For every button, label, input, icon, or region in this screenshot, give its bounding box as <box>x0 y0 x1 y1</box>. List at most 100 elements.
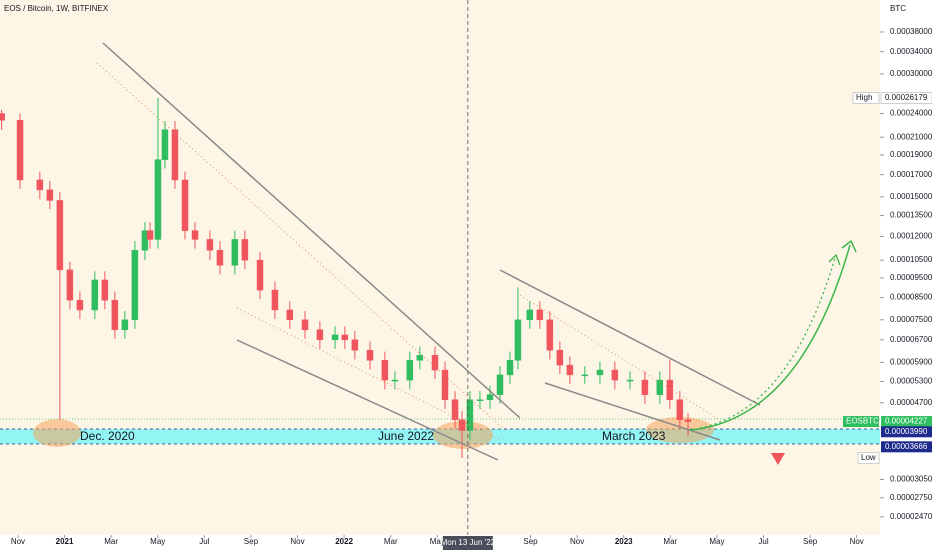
candle-body <box>76 299 84 311</box>
y-tick-label: 0.00006700 <box>890 335 932 344</box>
annotation: Dec. 2020 <box>80 429 135 443</box>
candle-body <box>536 309 544 321</box>
annotation: March 2023 <box>602 429 666 443</box>
candle-body <box>684 419 692 422</box>
trendline <box>102 42 521 419</box>
x-tick-label: Jul <box>199 537 209 546</box>
price-tag-name: Low <box>861 453 876 462</box>
cup-highlight <box>646 417 714 443</box>
candle-body <box>486 394 494 400</box>
candle-body <box>101 279 109 301</box>
price-tag-name: EOSBTC <box>846 417 879 426</box>
candle-body <box>546 319 554 351</box>
candle-body <box>301 319 309 331</box>
x-tick-label: Nov <box>11 537 25 546</box>
candle-body <box>556 349 564 366</box>
y-tick-label: 0.00009500 <box>890 273 932 282</box>
x-tick-label: Nov <box>850 537 864 546</box>
candle-body <box>431 355 439 371</box>
candle-body <box>626 379 634 382</box>
candle-body <box>0 113 5 121</box>
x-tick-label: May <box>430 537 445 546</box>
candle-body <box>256 259 264 291</box>
candle-body <box>231 239 239 266</box>
y-tick-label: 0.00024000 <box>890 109 932 118</box>
candle-body <box>406 360 414 381</box>
candle-body <box>206 239 214 251</box>
y-tick-label: 0.00012000 <box>890 232 932 241</box>
arrow-head <box>841 239 857 253</box>
x-tick-label: May <box>709 537 724 546</box>
candle-body <box>666 379 674 400</box>
candle-body <box>111 299 119 331</box>
price-tag <box>881 416 932 428</box>
x-tick-label: 2021 <box>56 537 74 546</box>
candle-body <box>526 309 534 321</box>
y-tick-label: 0.00013500 <box>890 211 932 220</box>
candle-body <box>171 129 179 181</box>
candle-body <box>641 379 649 395</box>
candle-body <box>286 309 294 321</box>
y-tick-label: 0.00010500 <box>890 255 932 264</box>
x-tick-label: May <box>150 537 165 546</box>
time-axis <box>0 535 880 550</box>
crosshair-tag <box>442 536 493 550</box>
candle-body <box>16 120 24 181</box>
y-tick-label: 0.00034000 <box>890 47 932 56</box>
x-tick-label: 2022 <box>335 537 353 546</box>
price-axis <box>880 0 932 550</box>
candle-body <box>331 334 339 341</box>
candle-body <box>676 399 684 421</box>
price-tag-label: 0.00003990 <box>885 427 928 436</box>
candle-body <box>476 399 484 401</box>
cup-highlight <box>33 419 81 447</box>
x-tick-label: Mar <box>104 537 118 546</box>
y-tick-label: 0.00038000 <box>890 27 932 36</box>
candle-body <box>514 319 522 361</box>
crosshair-label: Mon 13 Jun '22 <box>441 538 496 547</box>
candle-body <box>366 349 374 361</box>
candle-body <box>121 319 129 331</box>
axis-unit: BTC <box>890 4 906 13</box>
channel-line <box>519 294 721 421</box>
candle-body <box>154 159 162 240</box>
candle-body <box>216 250 224 266</box>
candle-body <box>581 374 589 377</box>
candle-body <box>416 355 424 361</box>
y-tick-label: 0.00015000 <box>890 192 932 201</box>
projection-arrow <box>699 257 836 429</box>
candle-body <box>611 369 619 381</box>
candle-body <box>91 279 99 311</box>
candle-body <box>271 289 279 311</box>
y-tick-label: 0.00002470 <box>890 512 932 521</box>
price-tag-name-box <box>843 416 879 428</box>
candle-body <box>466 399 474 431</box>
chart-title: EOS / Bitcoin, 1W, BITFINEX <box>4 4 109 13</box>
candle-body <box>241 239 249 261</box>
down-marker <box>771 453 785 465</box>
candle-body <box>351 339 359 351</box>
price-tag <box>880 92 932 105</box>
x-tick-label: Sep <box>523 537 538 546</box>
price-tag <box>881 426 932 438</box>
candle-body <box>131 250 139 321</box>
candle-body <box>141 230 149 251</box>
arrow-head <box>828 253 841 266</box>
annotation: June 2022 <box>378 429 434 443</box>
candle-body <box>656 379 664 395</box>
x-tick-label: Jul <box>758 537 768 546</box>
y-tick-label: 0.00021000 <box>890 132 932 141</box>
candle-body <box>191 230 199 240</box>
x-tick-label: Mar <box>384 537 398 546</box>
price-tag-label: 0.00003666 <box>885 442 928 451</box>
candle-body <box>66 269 74 301</box>
candle-body <box>596 369 604 376</box>
candle-body <box>161 129 169 160</box>
price-tag <box>881 441 932 453</box>
candle-body <box>441 369 449 400</box>
candle-body <box>146 230 154 240</box>
x-tick-label: Sep <box>244 537 259 546</box>
y-tick-label: 0.00005900 <box>890 358 932 367</box>
price-tag-name-box <box>857 452 880 465</box>
